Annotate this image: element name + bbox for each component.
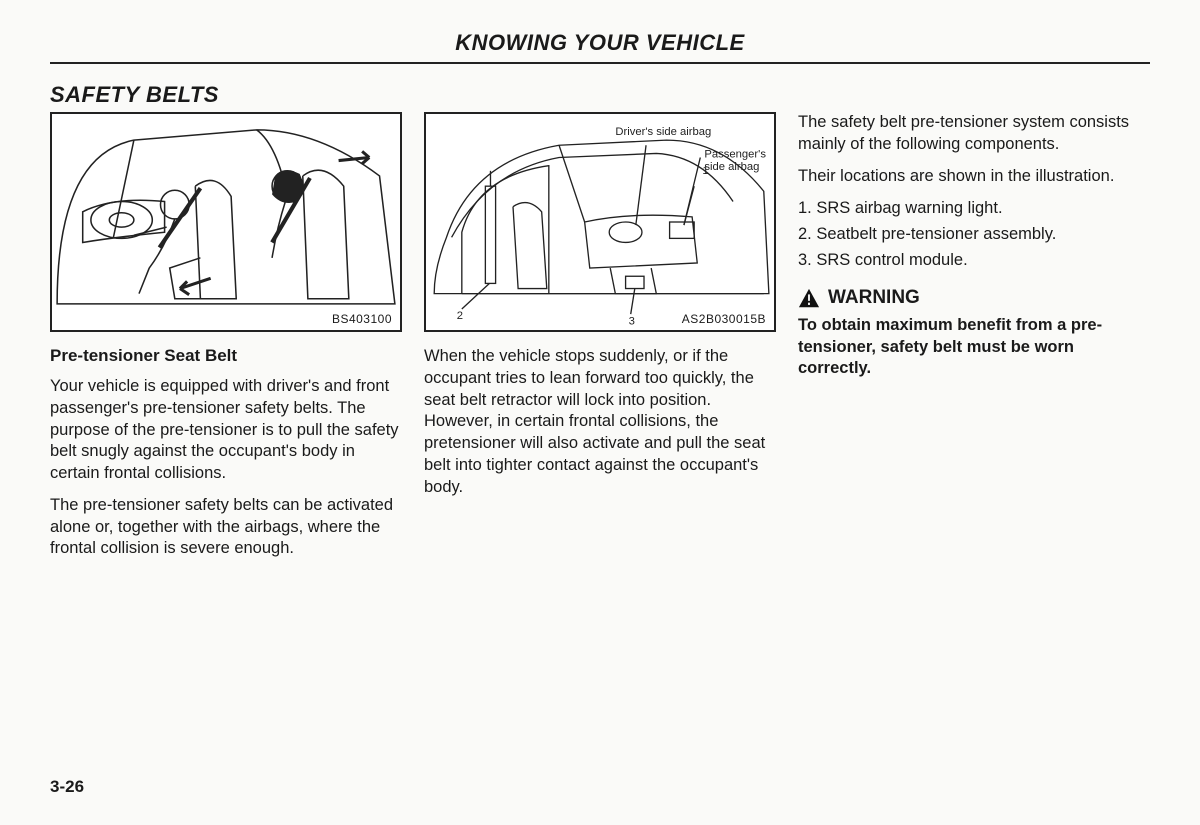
- page-header: KNOWING YOUR VEHICLE: [50, 30, 1150, 64]
- svg-text:3: 3: [629, 315, 635, 327]
- list-item-3: 3. SRS control module.: [798, 249, 1150, 273]
- callout-passenger-airbag-l2: side airbag: [704, 161, 759, 173]
- section-title: SAFETY BELTS: [50, 82, 1150, 108]
- warning-label: WARNING: [828, 287, 920, 309]
- content-columns: BS403100 Pre-tensioner Seat Belt Your ve…: [50, 112, 1150, 570]
- column-2: 1 2 3 Driver's side airbag Passenger's s…: [424, 112, 776, 570]
- column-3: The safety belt pre-tensioner system con…: [798, 112, 1150, 570]
- svg-text:2: 2: [457, 310, 463, 322]
- illustration-2: 1 2 3 Driver's side airbag Passenger's s…: [426, 114, 774, 330]
- warning-heading: WARNING: [798, 287, 1150, 309]
- callout-passenger-airbag-l1: Passenger's: [704, 149, 766, 161]
- col1-para1: Your vehicle is equipped with driver's a…: [50, 376, 402, 485]
- column-1: BS403100 Pre-tensioner Seat Belt Your ve…: [50, 112, 402, 570]
- callout-driver-airbag: Driver's side airbag: [615, 126, 711, 138]
- warning-triangle-icon: [798, 288, 820, 308]
- list-item-1: 1. SRS airbag warning light.: [798, 197, 1150, 221]
- page-number: 3-26: [50, 777, 84, 797]
- col3-para1: The safety belt pre-tensioner system con…: [798, 112, 1150, 156]
- subhead-pretensioner: Pre-tensioner Seat Belt: [50, 346, 402, 366]
- figure-code-2: AS2B030015B: [682, 312, 766, 326]
- col1-para2: The pre-tensioner safety belts can be ac…: [50, 495, 402, 560]
- col3-para2: Their locations are shown in the illustr…: [798, 166, 1150, 188]
- figure-pretensioner-occupants: BS403100: [50, 112, 402, 332]
- illustration-1: [52, 114, 400, 330]
- col2-para1: When the vehicle stops suddenly, or if t…: [424, 346, 776, 498]
- components-list: 1. SRS airbag warning light. 2. Seatbelt…: [798, 197, 1150, 273]
- warning-text: To obtain maximum benefit from a pre-ten…: [798, 315, 1150, 379]
- figure-code-1: BS403100: [332, 312, 392, 326]
- figure-airbag-locations: 1 2 3 Driver's side airbag Passenger's s…: [424, 112, 776, 332]
- list-item-2: 2. Seatbelt pre-tensioner assembly.: [798, 223, 1150, 247]
